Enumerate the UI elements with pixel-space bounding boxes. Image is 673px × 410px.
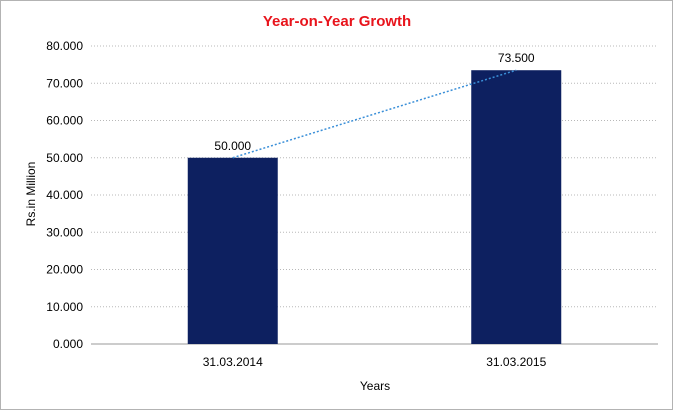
data-label: 50.000 [214, 139, 251, 153]
y-tick-label: 40.000 [46, 188, 83, 202]
y-tick-label: 50.000 [46, 151, 83, 165]
bar [471, 70, 562, 345]
bars [187, 70, 562, 345]
y-tick-label: 20.000 [46, 263, 83, 277]
trendline [232, 69, 517, 159]
x-axis-label: Years [360, 379, 390, 393]
y-tick-label: 10.000 [46, 300, 83, 314]
gridlines [91, 45, 658, 345]
labels: 0.000 10.000 20.000 30.000 40.000 50.000 60.00… [46, 39, 546, 369]
y-axis-label: Rs.in Million [24, 162, 38, 227]
data-label: 73.500 [498, 51, 535, 65]
y-tick-label: 80.000 [46, 39, 83, 53]
y-tick-label: 70.000 [46, 76, 83, 90]
y-tick-label: 60.000 [46, 114, 83, 128]
trendline-layer [232, 69, 517, 159]
x-tick-label: 31.03.2014 [203, 355, 263, 369]
chart-title: Year-on-Year Growth [263, 13, 411, 30]
x-tick-label: 31.03.2015 [486, 355, 546, 369]
y-tick-label: 0.000 [53, 337, 83, 351]
y-tick-label: 30.000 [46, 225, 83, 239]
bar [187, 157, 278, 344]
